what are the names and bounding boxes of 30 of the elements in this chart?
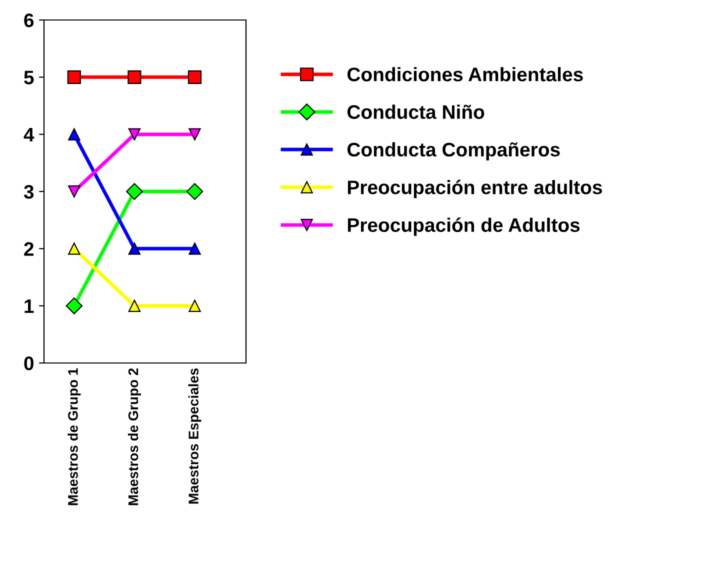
point bbox=[128, 128, 141, 140]
point bbox=[67, 70, 81, 84]
point bbox=[128, 242, 141, 255]
point bbox=[188, 128, 201, 140]
point bbox=[68, 128, 80, 140]
point bbox=[186, 183, 204, 200]
y-tick-label: 0 bbox=[24, 356, 34, 370]
legend-label: Preocupación de Adultos bbox=[348, 218, 580, 236]
point bbox=[188, 70, 202, 84]
legend-label: Conducta Niño bbox=[347, 104, 484, 119]
y-tick-label: 3 bbox=[24, 184, 34, 199]
point bbox=[126, 183, 143, 200]
x-tick-label: Maestros Especiales bbox=[188, 368, 202, 504]
y-tick-label: 4 bbox=[24, 128, 34, 142]
point bbox=[68, 185, 80, 198]
y-tick-label: 5 bbox=[24, 70, 34, 84]
x-tick-label: Maestros de Grupo 2 bbox=[128, 368, 141, 506]
legend-label: Preocupación entre adultos bbox=[348, 180, 602, 198]
legend-label: Conducta Compañeros bbox=[347, 142, 560, 160]
x-tick-label: Maestros de Grupo 1 bbox=[68, 368, 81, 506]
point bbox=[128, 300, 141, 312]
y-tick-label: 6 bbox=[24, 13, 34, 28]
point bbox=[188, 242, 201, 255]
legend-label: Condiciones Ambientales bbox=[347, 67, 583, 82]
point bbox=[68, 242, 80, 255]
y-tick-label: 1 bbox=[24, 300, 34, 313]
y-tick-label: 2 bbox=[24, 242, 34, 256]
point bbox=[188, 300, 201, 312]
point bbox=[66, 297, 83, 314]
point bbox=[128, 70, 142, 84]
